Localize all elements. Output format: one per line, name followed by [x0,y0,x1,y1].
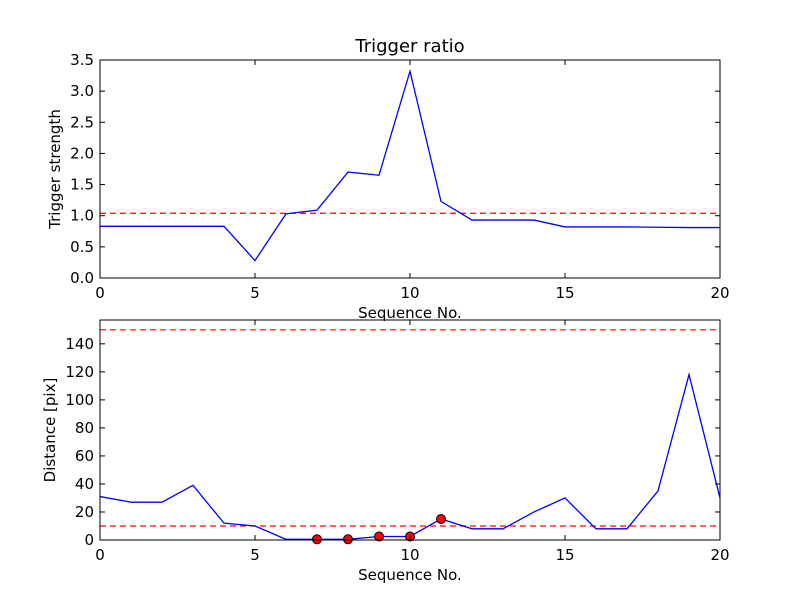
y-tick-label: 1.0 [70,207,94,225]
y-tick-label: 2.5 [70,113,94,131]
x-tick-label: 0 [95,284,105,302]
chart-title: Trigger ratio [354,36,464,57]
y-tick-label: 40 [75,475,94,493]
x-tick-label: 15 [555,284,574,302]
y-tick-label: 0 [84,531,94,549]
y-tick-label: 3.0 [70,82,94,100]
x-tick-label: 10 [400,284,419,302]
y-tick-label: 0.5 [70,238,94,256]
y-tick-label: 60 [75,447,94,465]
y-tick-label: 140 [65,335,94,353]
data-point-marker [374,531,384,542]
x-tick-label: 10 [400,546,419,564]
x-tick-label: 20 [710,284,729,302]
x-tick-label: 5 [250,284,260,302]
y-tick-label: 80 [75,419,94,437]
x-tick-label: 0 [95,546,105,564]
x-tick-label: 5 [250,546,260,564]
axes-frame [99,319,721,541]
distance-panel: Sequence No. Distance [pix] 0 5 10 15 20 0 20 4… [41,319,730,584]
data-point-marker [312,534,322,545]
x-tick-label: 15 [555,546,574,564]
x-axis-label: Sequence No. [358,304,462,322]
data-point-marker [436,513,446,524]
trigger-ratio-panel: Trigger ratio Sequence No. Trigger stren… [46,36,730,322]
y-tick-label: 100 [65,391,94,409]
x-axis-label: Sequence No. [358,566,462,584]
y-tick-label: 2.0 [70,144,94,162]
y-tick-label: 0.0 [70,269,94,287]
data-line [100,68,720,262]
y-axis-label: Trigger strength [46,109,64,230]
y-tick-label: 20 [75,503,94,521]
axes-frame [99,59,721,279]
y-tick-label: 120 [65,363,94,381]
y-tick-label: 3.5 [70,51,94,69]
y-tick-label: 1.5 [70,176,94,194]
x-tick-label: 20 [710,546,729,564]
data-point-marker [343,534,353,545]
data-line [99,372,721,540]
y-axis-label: Distance [pix] [41,378,59,483]
